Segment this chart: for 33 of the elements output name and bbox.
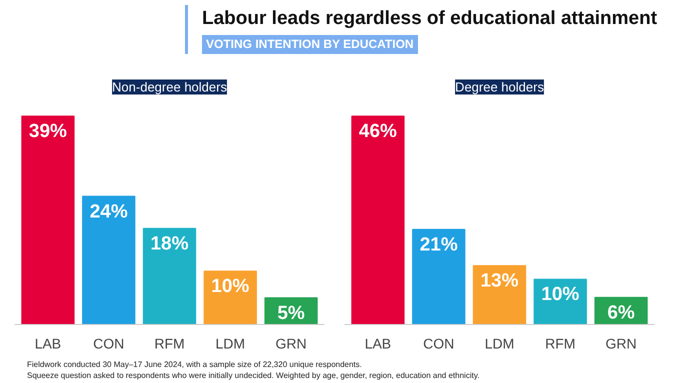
bar — [142, 228, 196, 324]
text: Squeeze question asked to respondents who were initially undecided. Weighted by age, gender, region, education and ethnicity. — [27, 371, 480, 380]
bar — [21, 116, 75, 324]
data-label: 10% — [541, 284, 580, 306]
data-label: 24% — [90, 201, 128, 222]
x-tick-label: LAB — [34, 336, 62, 352]
x-tick-label: RFM — [154, 336, 185, 352]
x-tick-label: CON — [93, 336, 124, 352]
data-label: 21% — [420, 234, 458, 256]
data-label: 18% — [150, 233, 189, 254]
data-label: 10% — [211, 276, 250, 298]
text: Labour leads regardless of educational attainment — [202, 7, 658, 31]
data-label: 13% — [480, 270, 519, 292]
bar — [351, 116, 405, 324]
bar — [204, 270, 257, 324]
data-label: 46% — [358, 121, 398, 142]
x-tick-label: LDM — [216, 336, 246, 352]
text: Fieldwork conducted 30 May–17 June 2024, with a sample size of 22,320 unique respondents. — [27, 360, 362, 369]
x-tick-label: GRN — [606, 336, 637, 352]
text: VOTING INTENTION BY EDUCATION — [202, 35, 418, 54]
bar — [82, 196, 136, 324]
x-tick-label: LAB — [364, 336, 392, 352]
x-tick-label: RFM — [545, 336, 576, 352]
data-label: 5% — [277, 302, 305, 324]
x-tick-label: LDM — [484, 336, 514, 352]
chart-title: Degree holders — [455, 80, 544, 94]
x-tick-label: GRN — [276, 336, 307, 352]
data-label: 39% — [28, 121, 68, 142]
bar — [472, 265, 526, 324]
data-label: 6% — [607, 302, 635, 324]
bar — [412, 228, 466, 324]
x-tick-label: CON — [423, 336, 454, 352]
chart-title: Non-degree holders — [112, 80, 228, 94]
